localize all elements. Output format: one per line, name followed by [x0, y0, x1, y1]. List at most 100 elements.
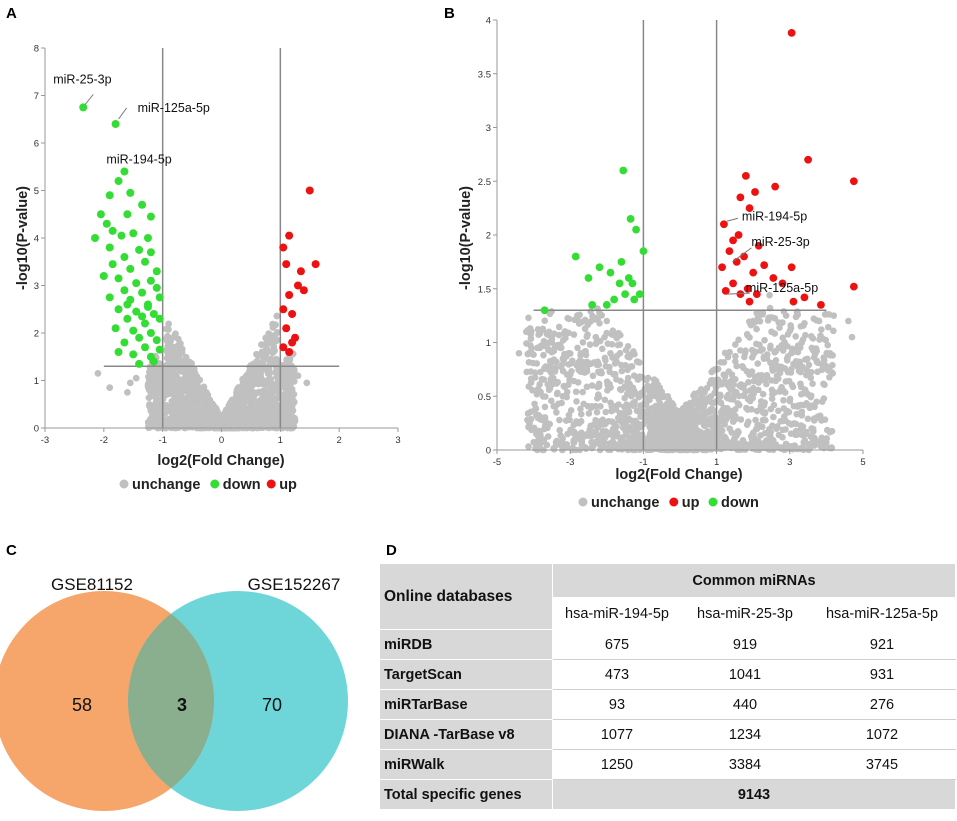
unchange-point: [810, 428, 817, 435]
up-point: [800, 293, 809, 302]
unchange-point: [804, 355, 811, 363]
unchange-point: [599, 421, 607, 428]
down-point: [114, 305, 123, 314]
unchange-point: [613, 376, 620, 383]
unchange-point: [611, 370, 619, 378]
unchange-point: [533, 344, 541, 352]
unchange-point: [697, 428, 705, 436]
unchange-point: [554, 400, 562, 408]
unchange-point: [609, 425, 617, 432]
unchange-point: [794, 403, 801, 410]
up-point: [745, 297, 754, 306]
unchange-point: [594, 383, 601, 391]
unchange-point: [614, 414, 622, 422]
down-point: [132, 279, 141, 288]
unchange-point: [201, 408, 209, 415]
up-point: [282, 324, 291, 333]
unchange-point: [755, 421, 762, 429]
unchange-point: [748, 346, 756, 354]
unchange-point: [285, 404, 292, 412]
legend-label-down: down: [223, 477, 261, 493]
unchange-point: [685, 445, 692, 453]
down-point: [635, 290, 644, 299]
unchange-point: [725, 368, 733, 375]
unchange-point: [743, 404, 750, 412]
unchange-point: [273, 384, 281, 392]
unchange-point: [720, 439, 727, 446]
unchange-point: [761, 429, 769, 437]
down-point: [615, 279, 624, 288]
unchange-point: [570, 439, 577, 446]
legend-marker-unchange: [119, 479, 129, 489]
unchange-point: [766, 433, 774, 440]
unchange-point: [768, 395, 776, 402]
unchange-point: [132, 374, 140, 382]
unchange-point: [706, 443, 713, 450]
down-point: [632, 225, 640, 234]
down-point: [149, 357, 158, 366]
unchange-point: [694, 434, 702, 441]
unchange-point: [594, 314, 602, 322]
unchange-point: [644, 374, 652, 382]
up-point: [849, 282, 858, 291]
unchange-point: [622, 346, 630, 354]
unchange-point: [770, 413, 777, 421]
unchange-point: [808, 344, 816, 352]
x-tick-label: 3: [395, 435, 400, 446]
unchange-point: [533, 412, 540, 419]
unchange-point: [541, 403, 549, 411]
unchange-point: [753, 340, 760, 348]
databases-table: Online databases Common miRNAs hsa-miR-1…: [379, 563, 956, 810]
down-point: [114, 348, 123, 356]
unchange-point: [749, 317, 757, 325]
up-point: [279, 243, 288, 252]
unchange-point: [577, 410, 585, 418]
x-tick-label: 2: [337, 435, 342, 446]
down-point: [138, 200, 147, 209]
unchange-point: [186, 421, 194, 429]
legend-marker-up: [669, 497, 679, 507]
panel-label-b: B: [444, 5, 455, 22]
unchange-point: [607, 330, 615, 338]
up-point: [804, 155, 812, 164]
table-cell: 276: [808, 689, 956, 720]
up-point: [751, 188, 759, 196]
unchange-point: [273, 312, 281, 320]
unchange-point: [708, 399, 716, 406]
unchange-point: [176, 342, 184, 350]
down-point: [155, 293, 164, 302]
unchange-point: [614, 341, 622, 349]
table-row-name: DIANA -TarBase v8: [379, 719, 553, 750]
up-point: [741, 171, 750, 180]
y-tick-label: 5: [34, 186, 39, 197]
unchange-point: [730, 415, 738, 422]
up-point: [288, 310, 297, 318]
down-point: [105, 293, 114, 302]
unchange-point: [558, 442, 565, 449]
down-point: [595, 263, 604, 272]
table-row: miRDB 675 919 921: [379, 629, 956, 660]
unchange-point: [745, 418, 752, 426]
unchange-point: [271, 398, 279, 406]
unchange-point: [581, 317, 589, 325]
table-cell: 921: [808, 629, 956, 660]
unchange-point: [813, 398, 820, 406]
unchange-point: [627, 351, 634, 359]
unchange-point: [797, 422, 805, 429]
unchange-point: [546, 310, 554, 318]
table-total-value: 9143: [552, 779, 956, 810]
down-point: [126, 188, 135, 197]
unchange-point: [678, 433, 685, 440]
unchange-point: [813, 357, 821, 365]
down-point: [135, 359, 144, 368]
unchange-point: [150, 390, 158, 398]
unchange-point: [198, 387, 205, 395]
unchange-point: [575, 358, 583, 366]
down-point: [105, 191, 114, 200]
unchange-point: [619, 437, 627, 445]
up-point: [734, 231, 743, 239]
down-point: [152, 267, 161, 276]
unchange-point: [770, 401, 778, 409]
y-tick-label: 7: [34, 91, 39, 102]
unchange-point: [779, 319, 786, 326]
